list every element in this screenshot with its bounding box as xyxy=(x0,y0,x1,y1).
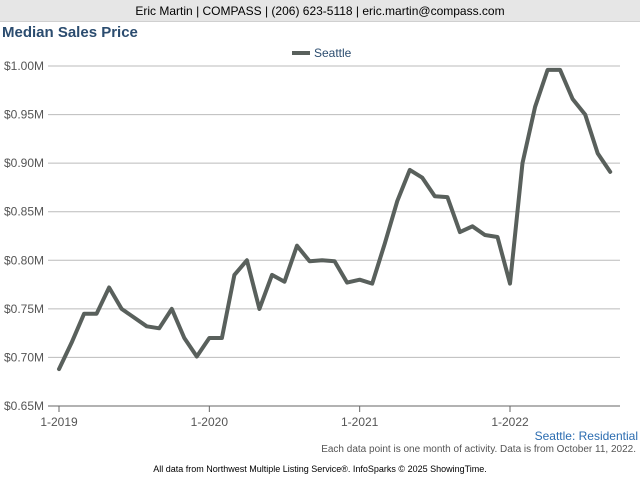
y-tick-label: $1.00M xyxy=(4,59,44,73)
legend[interactable]: Seattle xyxy=(292,46,352,60)
x-tick-label: 1-2019 xyxy=(40,415,78,429)
legend-label-seattle: Seattle xyxy=(314,46,352,60)
y-tick-label: $0.65M xyxy=(4,399,44,413)
y-tick-label: $0.75M xyxy=(4,302,44,316)
x-tick-label: 1-2020 xyxy=(191,415,229,429)
contact-banner: Eric Martin | COMPASS | (206) 623-5118 |… xyxy=(0,0,640,22)
region-label: Seattle: Residential xyxy=(535,429,638,443)
grid-lines xyxy=(48,65,620,407)
y-tick-label: $0.95M xyxy=(4,108,44,122)
x-axis-ticks: 1-2019 1-2020 1-2021 1-2022 xyxy=(40,406,529,429)
y-tick-label: $0.70M xyxy=(4,350,44,364)
y-tick-label: $0.80M xyxy=(4,253,44,267)
y-axis-ticks: $0.65M $0.70M $0.75M $0.80M $0.85M $0.90M $0.9… xyxy=(4,59,44,413)
x-tick-label: 1-2022 xyxy=(491,415,529,429)
attribution: All data from Northwest Multiple Listing… xyxy=(153,464,487,474)
activity-note: Each data point is one month of activity… xyxy=(321,444,636,455)
chart-title: Median Sales Price xyxy=(2,24,138,41)
y-tick-label: $0.85M xyxy=(4,205,44,219)
series-line-seattle xyxy=(57,67,613,372)
series-layer xyxy=(57,67,613,372)
x-tick-label: 1-2021 xyxy=(341,415,379,429)
y-tick-label: $0.90M xyxy=(4,156,44,170)
